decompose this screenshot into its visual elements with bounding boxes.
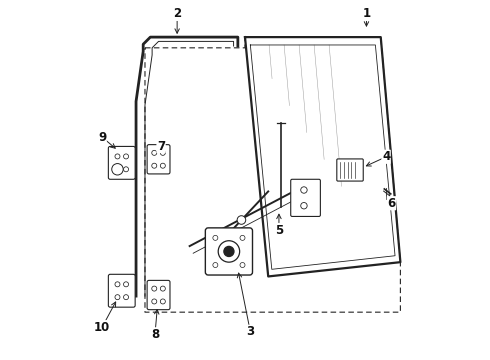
Circle shape (224, 247, 234, 256)
Circle shape (301, 203, 307, 209)
Circle shape (240, 262, 245, 267)
Text: 7: 7 (157, 140, 165, 153)
Circle shape (237, 216, 245, 224)
Text: 5: 5 (275, 224, 283, 237)
Circle shape (115, 295, 120, 300)
Text: 4: 4 (382, 150, 390, 163)
Circle shape (152, 163, 157, 168)
FancyBboxPatch shape (147, 280, 170, 310)
Circle shape (115, 282, 120, 287)
Circle shape (112, 163, 123, 175)
Circle shape (115, 167, 120, 172)
Text: 3: 3 (246, 325, 254, 338)
Circle shape (240, 235, 245, 240)
Circle shape (301, 187, 307, 193)
Circle shape (160, 163, 165, 168)
FancyBboxPatch shape (108, 274, 135, 307)
Circle shape (213, 262, 218, 267)
Text: 9: 9 (98, 131, 106, 144)
FancyBboxPatch shape (205, 228, 252, 275)
FancyBboxPatch shape (337, 159, 363, 181)
FancyBboxPatch shape (291, 179, 320, 216)
Text: 10: 10 (94, 321, 110, 334)
Circle shape (115, 154, 120, 159)
Circle shape (123, 282, 128, 287)
Circle shape (160, 150, 165, 156)
Circle shape (123, 295, 128, 300)
Circle shape (152, 286, 157, 291)
Circle shape (152, 150, 157, 156)
Circle shape (160, 286, 165, 291)
Circle shape (123, 167, 128, 172)
FancyBboxPatch shape (147, 145, 170, 174)
FancyBboxPatch shape (108, 147, 135, 179)
Text: 6: 6 (387, 197, 395, 210)
Circle shape (160, 299, 165, 304)
Circle shape (123, 154, 128, 159)
Circle shape (152, 299, 157, 304)
Circle shape (213, 235, 218, 240)
Text: 1: 1 (363, 8, 370, 21)
Text: 2: 2 (173, 8, 181, 21)
Text: 8: 8 (151, 328, 159, 341)
Circle shape (218, 241, 240, 262)
